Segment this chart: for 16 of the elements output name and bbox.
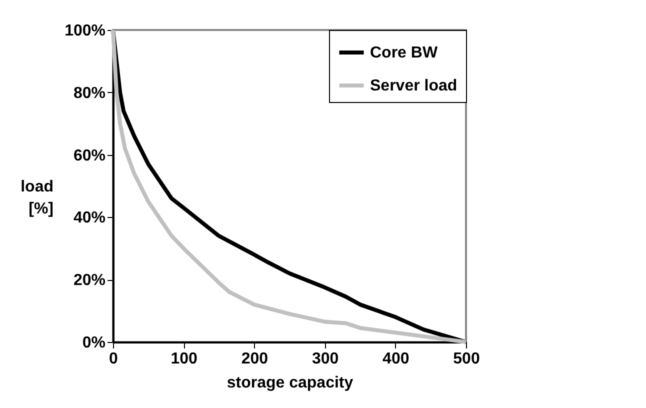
x-tick-label: 500 [453,350,480,368]
y-tick-label: 0% [82,334,106,352]
legend-label: Server load [370,78,458,94]
y-axis-title: load [%] [20,178,54,218]
y-tick-label: 40% [73,210,106,227]
x-tick-label: 200 [241,350,268,368]
y-tick-label: 20% [73,272,106,290]
y-tick-label: 100% [64,22,106,40]
y-tick-label: 80% [73,84,106,102]
x-tick-label: 100 [170,350,198,368]
y-tick-label: 60% [73,147,106,164]
x-axis-title: storage capacity [226,374,354,392]
x-tick-label: 300 [312,350,339,368]
x-tick-label: 0 [109,350,118,368]
x-tick-label: 400 [382,350,410,368]
legend-label: Core BW [370,44,438,62]
